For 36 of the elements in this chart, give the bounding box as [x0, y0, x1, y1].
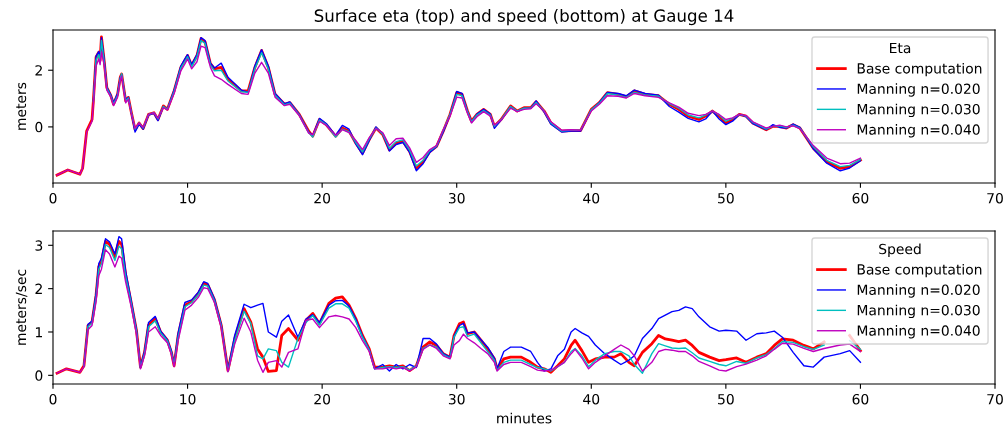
x-tick-label: 60	[852, 393, 869, 405]
legend-label: Base computation	[857, 62, 982, 77]
x-tick-label: 50	[718, 192, 734, 204]
y-tick-label: 2	[35, 283, 42, 294]
legend-title: Eta	[890, 42, 911, 54]
legend-label: Manning n=0.030	[857, 304, 980, 319]
x-tick-label: 70	[987, 192, 1003, 204]
legend-title: Speed	[879, 243, 921, 257]
legend-label: Manning n=0.030	[857, 103, 980, 118]
y-tick-label: 1	[35, 327, 42, 338]
x-tick-label: 70	[987, 393, 1003, 405]
x-tick-label: 30	[448, 393, 465, 405]
y-tick-label: 0	[35, 370, 43, 381]
x-tick-label: 40	[583, 393, 600, 405]
x-tick-label: 0	[49, 393, 57, 405]
x-tick-label: 50	[718, 393, 734, 405]
x-tick-label: 0	[49, 192, 57, 204]
legend-label: Base computation	[857, 263, 982, 278]
legend-label: Manning n=0.040	[857, 124, 980, 138]
y-tick-label: 0	[35, 121, 43, 133]
x-tick-label: 40	[583, 192, 600, 204]
x-tick-label: 20	[314, 192, 331, 204]
legend-label: Manning n=0.040	[857, 325, 980, 339]
legend-label: Manning n=0.020	[857, 83, 980, 97]
x-axis-title: minutes	[497, 412, 552, 424]
x-tick-label: 60	[852, 192, 869, 204]
x-tick-label: 10	[180, 393, 196, 405]
x-tick-label: 30	[448, 192, 465, 204]
y-axis-title: meters/sec	[15, 269, 28, 345]
legend-label: Manning n=0.020	[857, 284, 980, 298]
x-tick-label: 10	[180, 192, 196, 204]
y-tick-label: 3	[35, 240, 43, 251]
chart-title: Surface eta (top) and speed (bottom) at Gauge 14	[314, 9, 734, 26]
y-axis-title: meters	[16, 82, 27, 130]
x-tick-label: 20	[314, 393, 331, 405]
y-tick-label: 2	[35, 65, 42, 76]
